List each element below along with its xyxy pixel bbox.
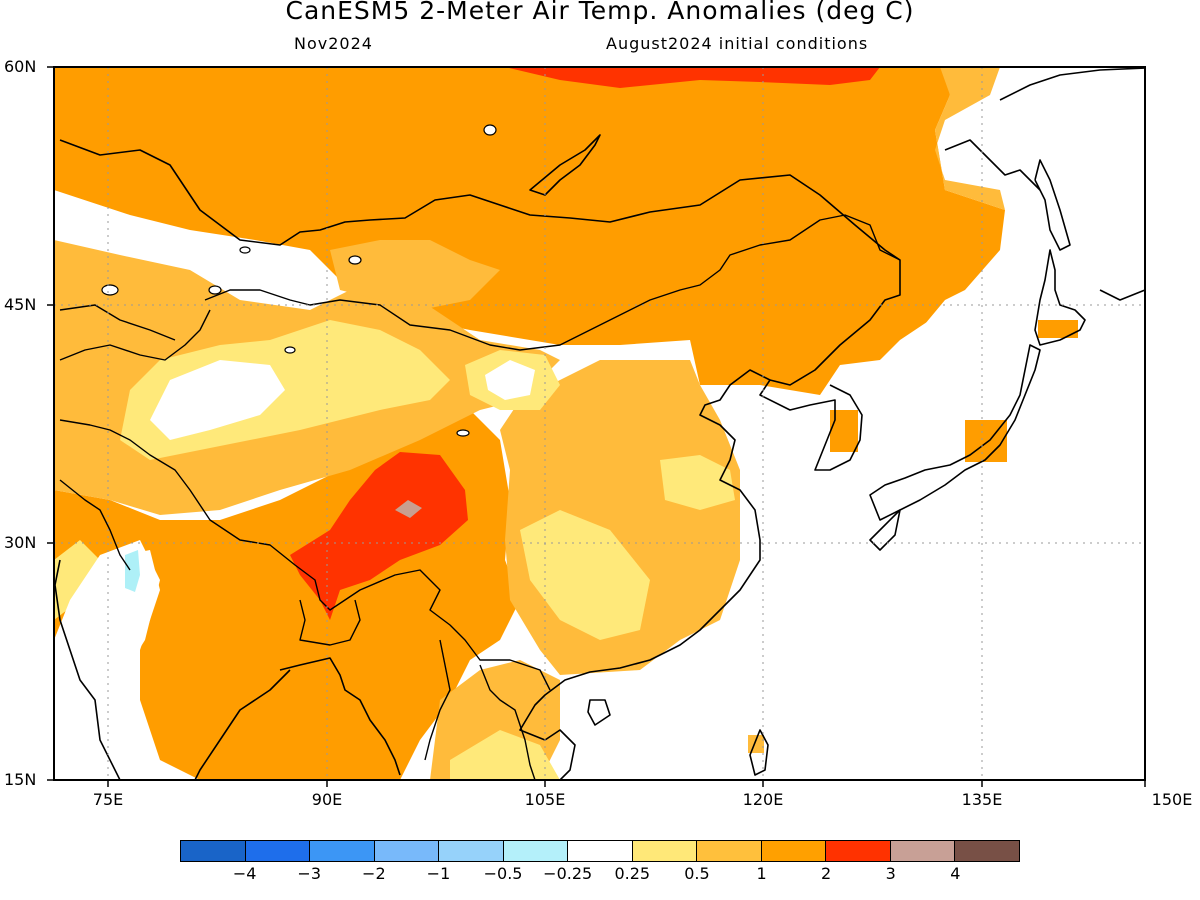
lon-label-150e: 150E	[1151, 790, 1193, 809]
colorbar-segment	[245, 841, 311, 861]
lon-label-105e: 105E	[524, 790, 566, 809]
colorbar-segment	[632, 841, 698, 861]
anomaly-region-red-north	[505, 67, 880, 88]
lon-label-135e: 135E	[961, 790, 1003, 809]
colorbar-label: −0.5	[483, 864, 523, 883]
lat-label-45n: 45N	[4, 295, 37, 314]
forecast-month: Nov2024	[294, 34, 373, 53]
colorbar-segment	[503, 841, 569, 861]
lat-label-60n: 60N	[4, 57, 37, 76]
lat-label-15n: 15N	[4, 770, 37, 789]
colorbar-label: −4	[232, 864, 257, 883]
anomaly-region-orange-north	[54, 67, 1005, 395]
lon-label-120e: 120E	[742, 790, 784, 809]
colorbar-label: 2	[821, 864, 832, 883]
colorbar-segment	[826, 841, 891, 861]
anomaly-region-cyan-india	[125, 550, 140, 592]
colorbar-segment	[697, 841, 762, 861]
colorbar	[180, 840, 1020, 862]
anomaly-block-taiwan	[748, 735, 764, 753]
colorbar-segment	[568, 841, 633, 861]
colorbar-segment	[374, 841, 440, 861]
anomaly-region-yellow-west	[54, 540, 100, 620]
anomaly-region-light-orange-north	[330, 240, 500, 310]
lat-label-30n: 30N	[4, 533, 37, 552]
colorbar-segment	[890, 841, 956, 861]
colorbar-label: 0.5	[684, 864, 710, 883]
anomaly-region-red-tibet	[290, 452, 468, 620]
lon-label-75e: 75E	[92, 790, 124, 809]
anomaly-region-neutral-india	[54, 540, 160, 780]
country-borders	[59, 214, 901, 780]
map-frame	[53, 66, 1146, 781]
anomaly-region-neutral-mongolia	[485, 360, 535, 400]
lon-label-90e: 90E	[311, 790, 343, 809]
anomaly-region-light-orange-northeast	[935, 67, 1005, 210]
colorbar-segment	[439, 841, 504, 861]
anomaly-block-japan-2	[1038, 320, 1078, 338]
lakes	[101, 124, 497, 437]
coastlines	[54, 67, 1145, 780]
anomaly-region-yellow-indochina	[450, 730, 560, 780]
colorbar-label: 0.25	[614, 864, 651, 883]
map-title: CanESM5 2-Meter Air Temp. Anomalies (deg…	[285, 0, 915, 25]
colorbar-segment	[761, 841, 827, 861]
colorbar-label: 4	[950, 864, 961, 883]
anomaly-region-neutral-southeast	[720, 520, 1145, 780]
colorbar-label: −3	[297, 864, 322, 883]
colorbar-label: −0.25	[543, 864, 593, 883]
colorbar-label: 3	[885, 864, 896, 883]
anomaly-region-neutral-northeast	[860, 67, 1145, 520]
colorbar-segment	[310, 841, 375, 861]
initial-conditions: August2024 initial conditions	[606, 34, 869, 53]
axis-ticks	[47, 66, 1146, 787]
anomaly-region-yellow-east	[660, 455, 735, 510]
colorbar-label: 1	[756, 864, 767, 883]
colorbar-label: −2	[362, 864, 386, 883]
colorbar-segment	[181, 841, 246, 861]
colorbar-label: −1	[426, 864, 451, 883]
anomaly-region-pink-tibet	[395, 500, 422, 518]
anomaly-region-neutral-taklamakan	[150, 360, 285, 440]
colorbar-segment	[955, 841, 1019, 861]
